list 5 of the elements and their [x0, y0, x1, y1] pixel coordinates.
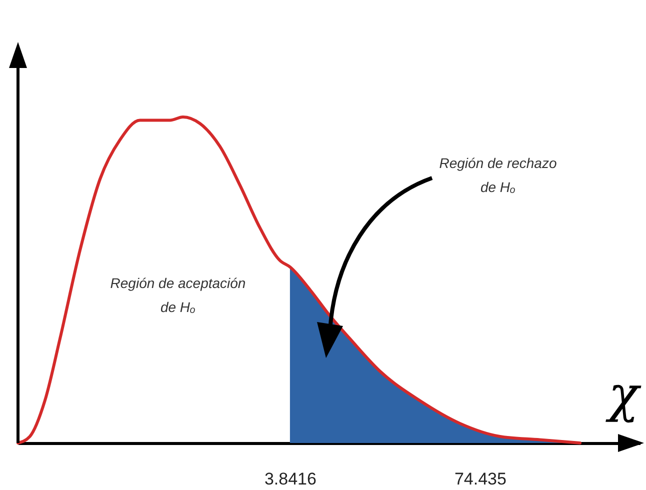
- x-axis-title: χ: [606, 366, 642, 424]
- x-tick-label: 3.8416: [264, 470, 316, 488]
- x-tick-label: 74.435: [454, 470, 506, 488]
- annotation: Región de rechazo de Hₒ: [439, 155, 557, 195]
- annotation: Región de aceptación de Hₒ: [110, 275, 246, 315]
